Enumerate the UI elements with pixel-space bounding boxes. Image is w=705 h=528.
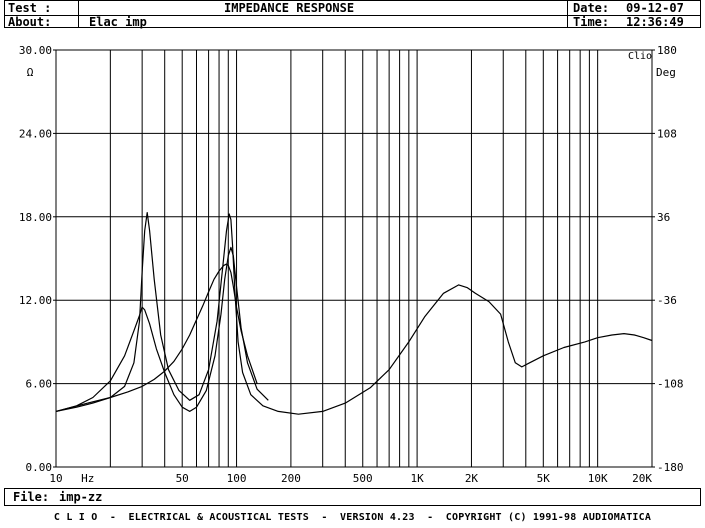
header-row-about: About: Elac imp Time: 12:36:49 (5, 15, 700, 29)
file-bar: File: imp-zz (4, 488, 701, 506)
x-tick-label: 20K (632, 472, 652, 485)
file-label: File: (13, 490, 50, 504)
left-axis-unit: Ω (27, 66, 34, 79)
left-tick-label: 18.00 (19, 211, 52, 224)
right-tick-label: 180 (657, 44, 677, 57)
x-tick-label: 1K (410, 472, 424, 485)
left-tick-label: 24.00 (19, 127, 52, 140)
plot-area (55, 49, 653, 468)
date-label: Date: (573, 1, 610, 15)
left-tick-label: 12.00 (19, 294, 52, 307)
x-tick-label: 10K (588, 472, 608, 485)
x-tick-label: 500 (353, 472, 373, 485)
impedance-curve-3 (55, 263, 258, 412)
curves (55, 212, 653, 415)
header-divider-left (78, 1, 79, 27)
test-label: Test : (8, 1, 52, 15)
left-tick-label: 6.00 (26, 378, 53, 391)
x-tick-label: 5K (537, 472, 551, 485)
grid (56, 50, 652, 467)
time-label: Time: (573, 15, 610, 29)
x-tick-label: 10 (49, 472, 62, 485)
header-panel: Test : IMPEDANCE RESPONSE Date: 09-12-07… (4, 0, 701, 29)
date-value: 09-12-07 (626, 1, 684, 15)
header-divider-right (567, 1, 568, 27)
x-tick-label: 50 (176, 472, 189, 485)
clio-badge: Clio (628, 51, 652, 62)
x-tick-label: 100 (227, 472, 247, 485)
right-tick-label: -180 (657, 461, 684, 474)
x-tick-label: 2K (465, 472, 479, 485)
file-value: imp-zz (59, 490, 103, 504)
left-tick-label: 30.00 (19, 44, 52, 57)
right-tick-label: -108 (657, 378, 684, 391)
right-axis-unit: Deg (656, 66, 676, 79)
test-title: IMPEDANCE RESPONSE (224, 1, 355, 15)
x-tick-label: Hz (81, 472, 94, 485)
axis-labels: 0.00 6.00 12.00 18.00 24.00 30.00 -180 -108 -36 3… (19, 44, 684, 485)
left-tick-label: 0.00 (26, 461, 53, 474)
credits-line: C L I O - ELECTRICAL & ACOUSTICAL TESTS … (53, 512, 652, 523)
impedance-chart: 0.00 6.00 12.00 18.00 24.00 30.00 -180 -108 -36 3… (19, 44, 684, 485)
impedance-curve-1 (55, 212, 653, 415)
right-tick-label: 108 (657, 127, 677, 140)
right-tick-label: -36 (657, 294, 677, 307)
header-row-test: Test : IMPEDANCE RESPONSE Date: 09-12-07 (5, 1, 700, 16)
about-label: About: (8, 15, 52, 29)
impedance-curve-2 (55, 246, 269, 412)
time-value: 12:36:49 (626, 15, 684, 29)
x-tick-label: 200 (281, 472, 301, 485)
right-tick-label: 36 (657, 211, 670, 224)
about-value: Elac imp (89, 15, 147, 29)
